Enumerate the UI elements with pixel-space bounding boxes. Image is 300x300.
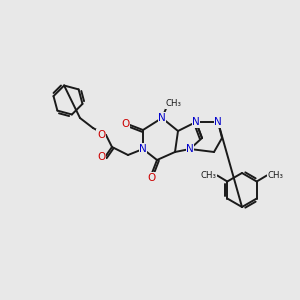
Text: N: N bbox=[214, 117, 222, 127]
Text: O: O bbox=[97, 152, 105, 162]
Text: O: O bbox=[97, 130, 105, 140]
Text: N: N bbox=[139, 144, 147, 154]
Text: CH₃: CH₃ bbox=[268, 171, 284, 180]
Text: N: N bbox=[186, 144, 194, 154]
Text: CH₃: CH₃ bbox=[200, 171, 216, 180]
Text: N: N bbox=[158, 113, 166, 123]
Text: N: N bbox=[192, 117, 200, 127]
Text: O: O bbox=[121, 119, 129, 129]
Text: CH₃: CH₃ bbox=[165, 100, 181, 109]
Text: O: O bbox=[148, 173, 156, 183]
